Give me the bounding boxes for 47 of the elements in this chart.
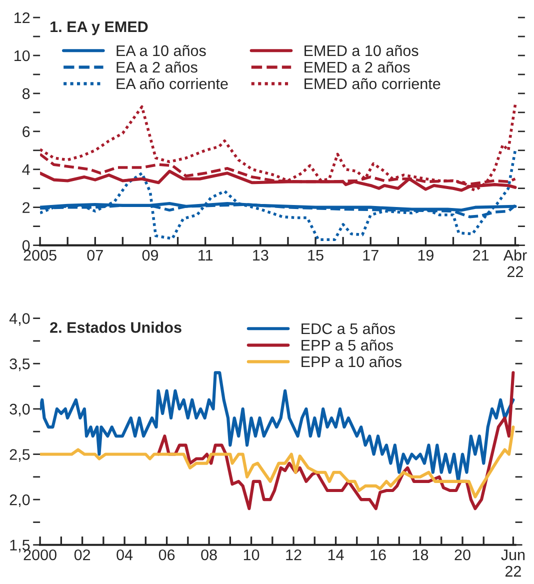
y-tick-label: 3,5	[10, 358, 30, 372]
line-series	[40, 426, 515, 498]
y-tick-label: 8	[22, 88, 30, 100]
x-tick-label: 21	[473, 250, 489, 261]
line-series	[40, 103, 517, 192]
y-tick-label: 12	[14, 12, 30, 24]
legend-label: EDC a 5 años	[302, 323, 395, 334]
chart-title: 2. Estados Unidos	[50, 322, 182, 333]
legend-label: EPP a 5 años	[302, 340, 393, 351]
x-tick-label: 14	[328, 550, 344, 560]
x-tick-label: 13	[253, 250, 268, 261]
line-series	[156, 371, 515, 510]
x-tick-label: 18	[412, 549, 428, 560]
legend-label: EA año corriente	[116, 78, 228, 90]
y-tick-label: 2	[22, 202, 30, 213]
x-tick-label: 19	[418, 250, 434, 261]
legend-label: EMED a 2 años	[304, 62, 410, 73]
x-tick-label: 07	[87, 250, 103, 261]
x-tick-label: 17	[363, 250, 378, 261]
y-tick-label: 2,0	[10, 494, 30, 508]
x-tick-label: 16	[370, 549, 386, 560]
legend-label: EPP a 10 años	[302, 356, 402, 368]
y-tick-label: 4	[22, 164, 30, 175]
x-tick-label: 20	[454, 549, 470, 560]
y-tick-label: 3,0	[10, 404, 30, 416]
legend-label: EA a 2 años	[116, 62, 198, 73]
legend-label: EMED a 10 años	[304, 45, 418, 56]
x-tick-label: 2005	[24, 250, 56, 261]
x-tick-label: Jun 22	[501, 550, 525, 577]
legend-label: EMED año corriente	[304, 78, 440, 90]
x-tick-label: 06	[158, 549, 175, 560]
legend-label: EA a 10 años	[116, 45, 206, 56]
chart-title: 1. EA y EMED	[50, 21, 148, 36]
x-tick-label: 15	[308, 250, 324, 261]
x-tick-label: 04	[116, 549, 133, 560]
y-tick-label: 6	[22, 126, 30, 138]
y-tick-label: 2,5	[10, 449, 30, 462]
x-tick-label: 10	[244, 549, 260, 560]
x-tick-label: 02	[74, 549, 90, 560]
x-tick-label: Abr 22	[503, 249, 527, 277]
x-tick-label: 08	[201, 549, 217, 560]
x-tick-label: 09	[142, 250, 158, 261]
line-series	[40, 371, 515, 483]
x-tick-label: 12	[286, 549, 302, 560]
y-tick-label: 4,0	[9, 313, 30, 326]
y-tick-label: 10	[14, 50, 30, 62]
x-tick-label: 11	[198, 250, 213, 261]
